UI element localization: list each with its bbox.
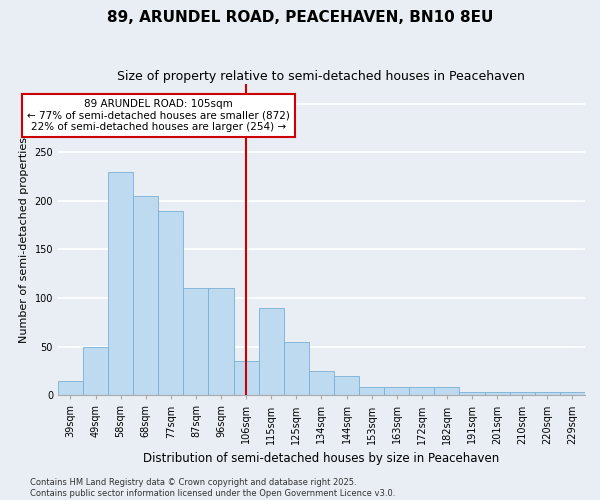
Y-axis label: Number of semi-detached properties: Number of semi-detached properties [19,136,29,342]
Bar [208,288,233,396]
Bar [184,288,208,396]
Bar [309,371,334,396]
Title: Size of property relative to semi-detached houses in Peacehaven: Size of property relative to semi-detach… [118,70,526,83]
Bar [233,361,259,396]
Bar [133,196,158,396]
Bar [108,172,133,396]
Bar [58,380,83,396]
X-axis label: Distribution of semi-detached houses by size in Peacehaven: Distribution of semi-detached houses by … [143,452,500,465]
Bar [409,388,434,396]
Bar [560,392,585,396]
Bar [460,392,485,396]
Bar [485,392,509,396]
Bar [535,392,560,396]
Bar [83,346,108,396]
Text: Contains HM Land Registry data © Crown copyright and database right 2025.
Contai: Contains HM Land Registry data © Crown c… [30,478,395,498]
Bar [509,392,535,396]
Bar [158,210,184,396]
Text: 89, ARUNDEL ROAD, PEACEHAVEN, BN10 8EU: 89, ARUNDEL ROAD, PEACEHAVEN, BN10 8EU [107,10,493,25]
Bar [359,388,384,396]
Bar [384,388,409,396]
Bar [334,376,359,396]
Bar [284,342,309,396]
Bar [259,308,284,396]
Text: 89 ARUNDEL ROAD: 105sqm
← 77% of semi-detached houses are smaller (872)
22% of s: 89 ARUNDEL ROAD: 105sqm ← 77% of semi-de… [27,98,290,132]
Bar [434,388,460,396]
